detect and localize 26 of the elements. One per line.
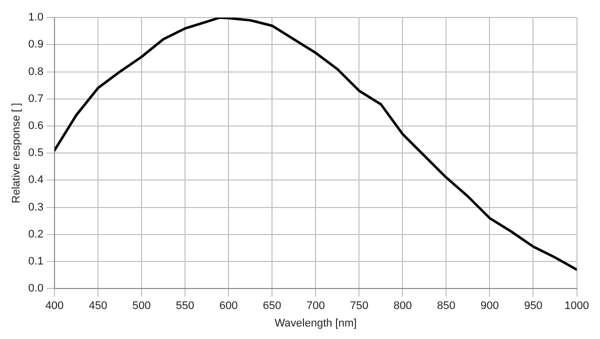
- y-tick-label: 0.9: [28, 38, 44, 51]
- x-tick-label: 750: [350, 300, 368, 312]
- y-tick-label: 1.0: [28, 12, 44, 24]
- x-tick-label: 700: [306, 300, 325, 312]
- x-axis-title: Wavelength [nm]: [274, 317, 357, 330]
- y-tick-label: 0.8: [28, 66, 44, 78]
- y-tick-label: 0.3: [28, 201, 44, 214]
- x-tick-label: 550: [176, 300, 194, 312]
- y-axis-title: Relative response [ ]: [10, 102, 23, 204]
- x-tick-label: 1000: [564, 300, 590, 312]
- x-tick-label: 450: [88, 300, 108, 312]
- y-tick-label: 0.1: [28, 256, 44, 268]
- x-tick-label: 600: [219, 300, 238, 312]
- x-tick-label: 900: [480, 300, 499, 312]
- y-tick-label: 0.7: [28, 92, 44, 105]
- x-tick-label: 400: [45, 300, 64, 312]
- x-tick-label: 800: [393, 300, 412, 312]
- y-tick-label: 0.4: [28, 174, 44, 186]
- y-tick-label: 0.0: [28, 282, 44, 295]
- x-tick-label: 850: [437, 300, 456, 312]
- x-tick-label: 500: [132, 300, 151, 312]
- x-tick-label: 950: [524, 300, 542, 312]
- y-tick-label: 0.5: [28, 147, 44, 160]
- y-tick-label: 0.2: [28, 228, 44, 240]
- y-tick-label: 0.6: [28, 120, 44, 132]
- x-tick-label: 650: [262, 300, 282, 312]
